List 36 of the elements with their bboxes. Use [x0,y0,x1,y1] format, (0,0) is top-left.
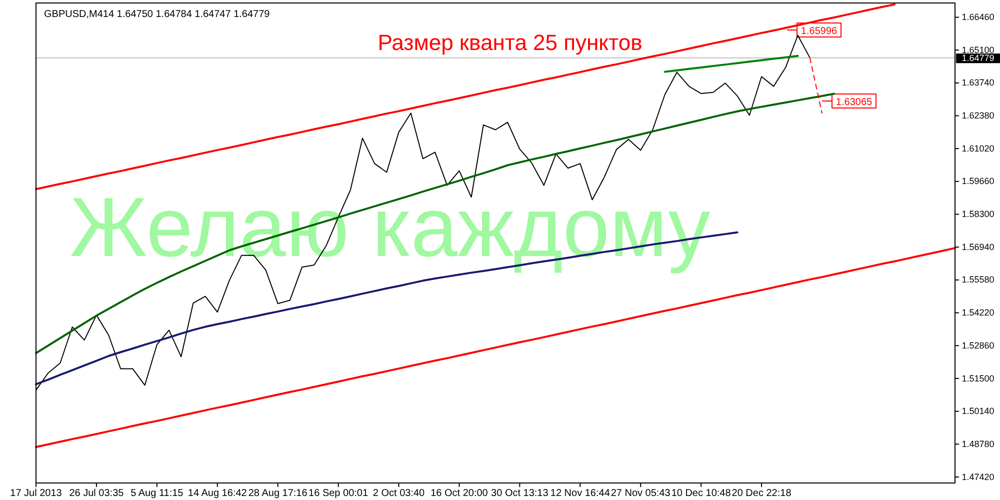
x-tick-label: 12 Nov 16:44 [550,488,610,499]
y-tick-label: 1.61020 [962,143,994,154]
line-series [35,92,836,354]
y-tick-label: 1.47420 [962,472,994,482]
y-tick-label: 1.51500 [962,373,994,384]
x-tick-label: 28 Aug 17:16 [248,488,308,499]
ref-line-label: 1.64779 [962,53,994,64]
x-tick-label: 17 Jul 2013 [10,488,62,499]
y-tick-label: 1.59660 [962,176,994,186]
x-tick-label: 26 Jul 03:35 [69,488,124,499]
y-tick-label: 1.52860 [962,340,994,350]
y-tick-label: 1.48780 [962,438,994,449]
text: GBPUSD,M414 1.64750 1.64784 1.64747 1.64779 [44,9,270,20]
x-tick-label: 16 Sep 00:01 [308,488,368,499]
x-tick-label: 16 Oct 20:00 [430,488,488,499]
annotation: Размер кванта 25 пунктов [378,30,642,55]
y-tick-label: 1.62380 [962,110,994,121]
x-tick-label: 5 Aug 11:15 [130,488,184,499]
x-tick-label: 14 Aug 16:42 [188,488,248,499]
line-series [664,54,799,73]
y-tick-label: 1.66460 [962,12,994,22]
annotation: 1.65996 [800,26,838,37]
y-tick-label: 1.54220 [962,308,994,318]
y-tick-label: 1.50140 [962,406,994,416]
y-tick-label: 1.65100 [962,44,994,55]
line-series [35,3,896,190]
x-tick-label: 27 Nov 05:43 [610,488,671,499]
x-tick-label: 10 Dec 10:48 [671,488,732,499]
y-tick-label: 1.56940 [962,242,994,252]
x-tick-label: 30 Oct 13:13 [491,488,549,499]
x-tick-label: 20 Dec 22:18 [732,488,792,499]
x-tick-label: 2 Oct 03:40 [372,488,426,499]
y-tick-label: 1.55580 [962,274,994,285]
y-tick-label: 1.63740 [962,78,994,88]
y-tick-label: 1.58300 [962,209,994,220]
annotation: 1.63065 [836,97,873,108]
